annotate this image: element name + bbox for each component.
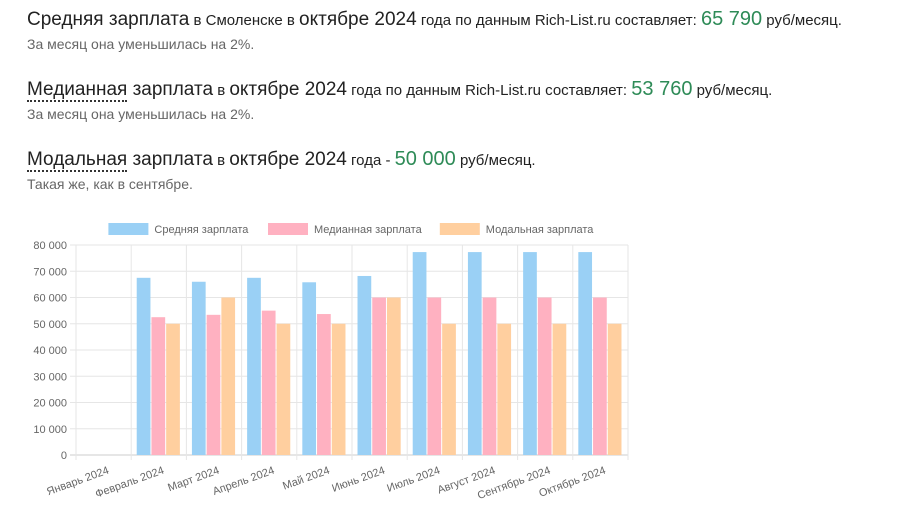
modal-salary-value: 50 000 (394, 148, 456, 170)
legend-swatch[interactable] (439, 223, 480, 235)
bar-median[interactable] (261, 310, 276, 455)
median-salary-line: Медианная зарплата в октябре 2024 года п… (27, 78, 772, 102)
bar-median[interactable] (427, 297, 442, 456)
average-text-2: года по данным Rich-List.ru составляет: (416, 12, 701, 29)
chart-bars (136, 252, 622, 456)
y-tick-label: 80 000 (33, 240, 67, 252)
y-tick-label: 30 000 (33, 371, 67, 383)
bar-average[interactable] (136, 277, 151, 455)
bar-average[interactable] (357, 275, 372, 455)
median-unit: руб/месяц. (692, 82, 773, 99)
chart-legend: Средняя зарплата Медианная зарплата Модаль… (108, 223, 594, 236)
bar-median[interactable] (317, 314, 331, 455)
average-period: октябре 2024 (299, 9, 417, 30)
average-salary-value: 65 790 (700, 8, 763, 30)
y-tick-label: 10 000 (33, 424, 67, 436)
average-text-1: в Смоленске в (189, 12, 300, 29)
bar-average[interactable] (523, 252, 537, 455)
median-text-2: года по данным Rich-List.ru составляет: (347, 82, 632, 99)
x-tick-label: Июль 2024 (385, 465, 441, 495)
bar-average[interactable] (247, 277, 261, 455)
x-tick-label: Апрель 2024 (211, 465, 276, 498)
modal-unit: руб/месяц. (455, 152, 536, 169)
modal-period: октябре 2024 (229, 149, 347, 170)
bar-modal[interactable] (276, 323, 291, 455)
bar-average[interactable] (578, 252, 593, 455)
average-salary-label: Средняя зарплата (27, 9, 190, 30)
bar-median[interactable] (151, 317, 166, 455)
y-tick-label: 20 000 (33, 398, 67, 410)
bar-modal[interactable] (552, 323, 567, 455)
y-tick-label: 50 000 (33, 319, 67, 331)
modal-text-0: зарплата (127, 149, 213, 170)
y-tick-label: 0 (61, 450, 67, 462)
average-salary-line: Средняя зарплата в Смоленске в октябре 2… (27, 8, 842, 32)
legend-label[interactable]: Модальная зарплата (486, 224, 594, 236)
x-tick-label: Июнь 2024 (330, 465, 386, 495)
modal-text-2: года - (346, 152, 395, 169)
bar-modal[interactable] (221, 297, 236, 456)
bar-modal[interactable] (497, 323, 512, 455)
bar-median[interactable] (482, 297, 497, 456)
average-unit: руб/месяц. (762, 12, 842, 29)
bar-median[interactable] (593, 297, 607, 456)
bar-median[interactable] (372, 297, 386, 456)
y-tick-label: 40 000 (33, 345, 67, 357)
legend-swatch[interactable] (108, 223, 149, 235)
modal-salary-line: Модальная зарплата в октябре 2024 года -… (27, 148, 536, 172)
salary-bar-chart: 0 10 000 20 000 30 000 40 000 50 000 60 000 70 … (33, 223, 629, 503)
median-salary-note: За месяц она уменьшилась на 2%. (27, 106, 255, 122)
average-salary-block: Средняя зарплата в Смоленске в октябре 2… (27, 8, 842, 52)
modal-salary-block: Модальная зарплата в октябре 2024 года -… (27, 148, 536, 192)
bar-median[interactable] (206, 314, 221, 455)
legend-label[interactable]: Медианная зарплата (314, 224, 423, 236)
average-salary-note: За месяц она уменьшилась на 2%. (27, 36, 255, 52)
modal-term-link[interactable]: Модальная (27, 149, 128, 172)
median-term-link[interactable]: Медианная (27, 79, 128, 102)
modal-salary-note: Такая же, как в сентябре. (27, 176, 193, 192)
median-salary-value: 53 760 (631, 78, 693, 100)
legend-swatch[interactable] (268, 223, 308, 235)
bar-median[interactable] (537, 297, 552, 456)
median-period: октябре 2024 (229, 79, 347, 100)
legend-label[interactable]: Средняя зарплата (154, 224, 249, 236)
bar-modal[interactable] (386, 297, 401, 456)
y-tick-label: 60 000 (33, 293, 67, 305)
median-text-0: зарплата (127, 79, 214, 100)
bar-modal[interactable] (607, 323, 622, 455)
bar-modal[interactable] (331, 323, 346, 455)
bar-modal[interactable] (442, 323, 456, 455)
modal-text-1: в (212, 152, 230, 169)
bar-average[interactable] (191, 281, 206, 455)
median-salary-block: Медианная зарплата в октябре 2024 года п… (27, 78, 772, 122)
x-tick-label: Май 2024 (281, 465, 331, 493)
bar-average[interactable] (302, 282, 317, 455)
y-axis: 0 10 000 20 000 30 000 40 000 50 000 60 000 70 … (33, 240, 67, 462)
y-tick-label: 70 000 (33, 266, 67, 278)
median-text-1: в (213, 82, 230, 99)
bar-average[interactable] (412, 252, 427, 455)
bar-average[interactable] (467, 252, 482, 455)
bar-modal[interactable] (166, 323, 180, 455)
